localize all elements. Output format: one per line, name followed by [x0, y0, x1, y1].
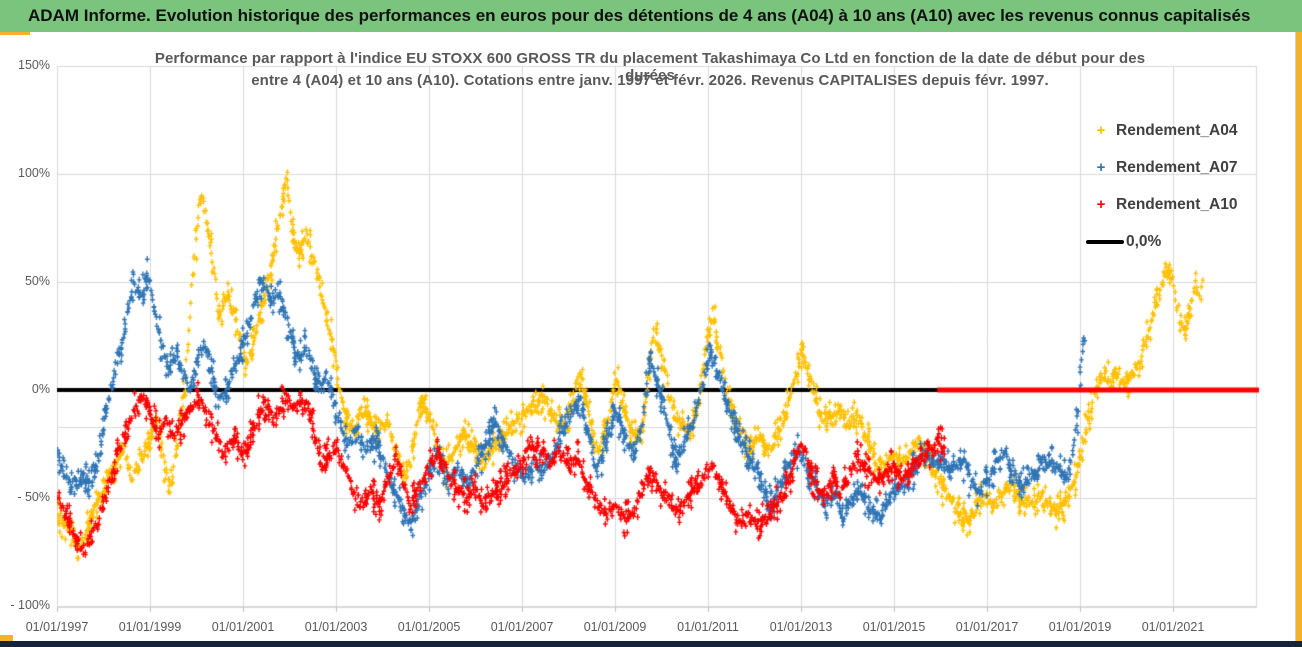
legend-label: Rendement_A07 [1116, 159, 1238, 176]
legend-item-0-0-: 0,0% [1086, 230, 1237, 254]
legend-plus-marker: + [1096, 159, 1106, 176]
x-axis-label: 01/01/2009 [583, 620, 647, 634]
x-axis-label: 01/01/2021 [1141, 620, 1205, 634]
title-bar: ADAM Informe. Evolution historique des p… [0, 0, 1302, 32]
legend-zero-line-swatch [1086, 240, 1124, 244]
bottom-band [0, 641, 1302, 647]
chart-title-line1: Performance par rapport à l'indice EU ST… [154, 50, 1146, 84]
legend-label: 0,0% [1126, 233, 1162, 250]
legend-item-rendement-a07: + Rendement_A07 [1086, 156, 1238, 180]
x-axis-label: 01/01/2003 [304, 620, 368, 634]
y-axis-label: - 100% [10, 598, 50, 612]
legend-plus-marker: + [1096, 122, 1106, 139]
legend-plus-marker: + [1096, 196, 1106, 213]
y-axis-label: 0% [31, 382, 50, 396]
x-axis-label: 01/01/2017 [955, 620, 1019, 634]
legend-item-rendement-a10: + Rendement_A10 [1086, 193, 1238, 217]
accent-strip-right [1295, 32, 1302, 641]
y-axis-label: 50% [24, 274, 50, 288]
chart-title-line2: entre 4 (A04) et 10 ans (A10). Cotations… [251, 72, 1049, 89]
legend-label: Rendement_A04 [1116, 122, 1238, 139]
y-axis-label: - 50% [17, 490, 50, 504]
x-axis-label: 01/01/2001 [211, 620, 275, 634]
legend-label: Rendement_A10 [1116, 196, 1238, 213]
x-axis-label: 01/01/1999 [118, 620, 182, 634]
x-axis-label: 01/01/2015 [862, 620, 926, 634]
x-axis-label: 01/01/2019 [1048, 620, 1112, 634]
title-bar-text: ADAM Informe. Evolution historique des p… [28, 6, 1251, 25]
legend-item-rendement-a04: + Rendement_A04 [1086, 119, 1238, 143]
y-axis-label: 100% [18, 166, 50, 180]
accent-square-bottom-left [0, 635, 13, 642]
x-axis-label: 01/01/2011 [677, 620, 739, 634]
y-axis-label: 150% [18, 58, 50, 72]
x-axis-label: 01/01/2005 [397, 620, 461, 634]
chart-legend: + Rendement_A04 + Rendement_A07 + Rendement_A… [1086, 119, 1237, 254]
accent-strip-top-left [0, 32, 30, 35]
x-axis-label: 01/01/1997 [25, 620, 89, 634]
x-axis-label: 01/01/2007 [490, 620, 554, 634]
x-axis-label: 01/01/2013 [769, 620, 833, 634]
